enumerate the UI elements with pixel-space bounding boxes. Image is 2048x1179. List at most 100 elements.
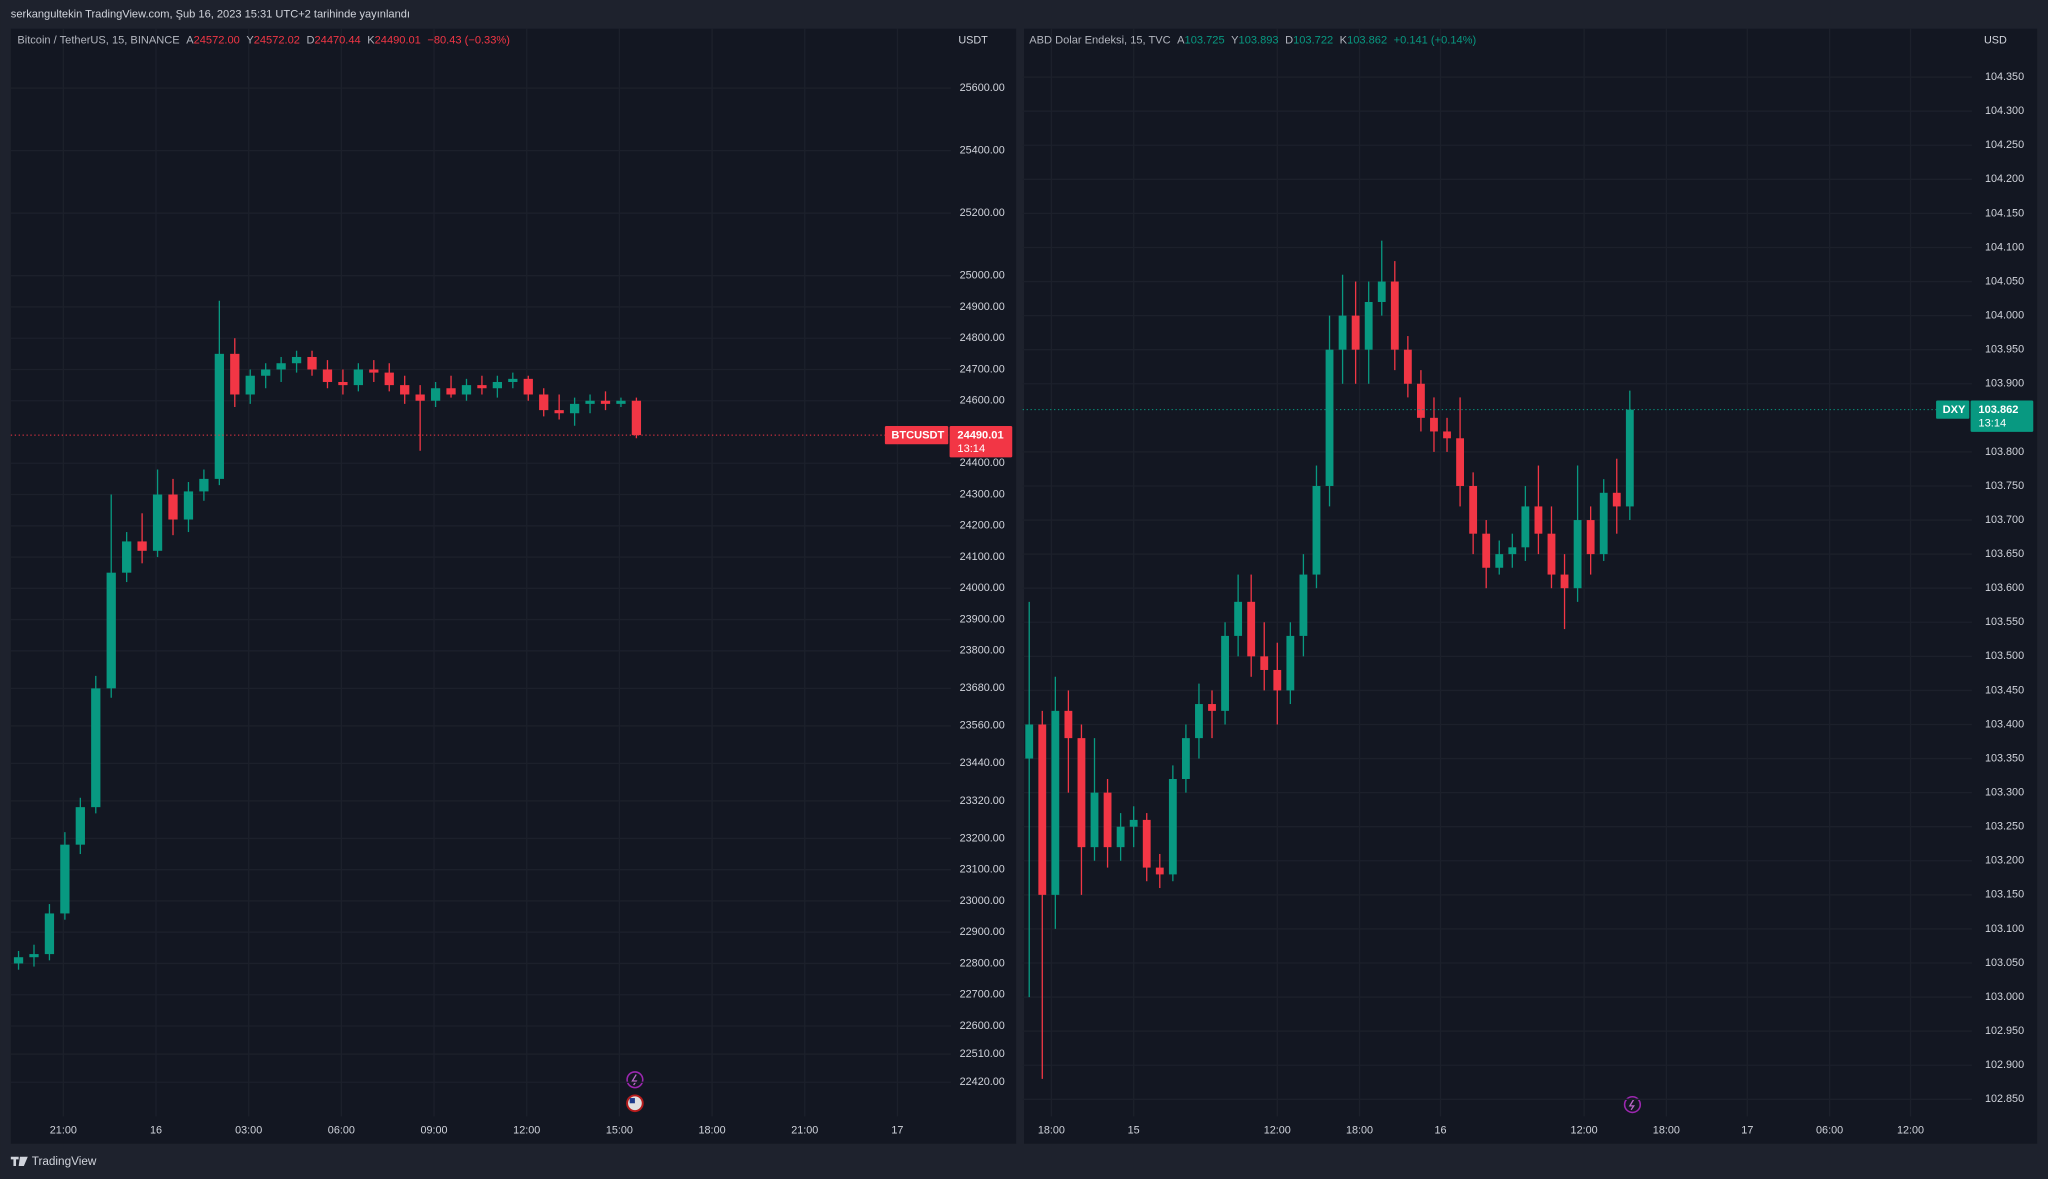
candle-body [13, 957, 24, 964]
y-tick-label: 24000.00 [960, 582, 1005, 594]
y-tick-label: 103.350 [1985, 752, 2024, 764]
candle-body [122, 541, 132, 573]
legend-key: D [306, 34, 314, 46]
x-tick-label: 12:00 [513, 1125, 540, 1137]
x-tick-label: 15:00 [606, 1125, 633, 1137]
y-tick-label: 104.100 [1985, 241, 2024, 253]
candle-body [1025, 724, 1034, 759]
candle-body [91, 688, 101, 808]
candle-body [1351, 315, 1360, 350]
x-tick-label: 12:00 [1571, 1125, 1598, 1137]
candle-body [106, 572, 116, 689]
y-tick-label: 23320.00 [960, 795, 1005, 807]
candle-body [75, 807, 85, 845]
x-tick-label: 06:00 [328, 1125, 355, 1137]
candle-body [1599, 492, 1608, 555]
candle-body [199, 478, 209, 492]
event-icons [626, 1071, 1642, 1114]
candle-body [1103, 792, 1112, 848]
candle-body [60, 844, 70, 914]
x-tick-label: 21:00 [50, 1125, 77, 1137]
y-tick-label: 24800.00 [960, 332, 1005, 344]
x-tick-label: 03:00 [235, 1125, 262, 1137]
candle-body [1612, 492, 1621, 507]
candle-body [1234, 601, 1243, 636]
candle-body [1430, 417, 1438, 432]
y-tick-label: 103.150 [1985, 889, 2024, 901]
y-tick-label: 103.750 [1985, 480, 2024, 492]
x-tick-label: 17 [891, 1125, 903, 1137]
y-tick-label: 24100.00 [960, 551, 1005, 563]
price-label-box [1970, 400, 2034, 432]
y-tick-label: 104.150 [1985, 207, 2024, 219]
y-tick-label: 103.600 [1985, 582, 2024, 594]
candle-body [1469, 485, 1478, 534]
legend-key: K [367, 34, 375, 46]
x-tick-label: 18:00 [1653, 1125, 1680, 1137]
countdown-label: 13:14 [957, 443, 985, 455]
price-label-box [949, 425, 1013, 458]
legend-value: 103.862 [1347, 34, 1387, 46]
legend-key: D [1285, 34, 1293, 46]
candle-body [1390, 281, 1399, 350]
legend-value: 103.722 [1293, 34, 1333, 46]
candle-body [585, 400, 595, 404]
candle-body [1051, 710, 1060, 895]
event-icon [626, 1071, 644, 1089]
candle-body [477, 385, 487, 389]
legend-title: Bitcoin / TetherUS, 15, BINANCE [17, 34, 179, 46]
chart-pane: 25600.00 25400.00 25200.00 25000.00 24900.00… [10, 28, 1013, 1137]
y-tick-label: 24700.00 [960, 363, 1005, 375]
legend: ABD Dolar Endeksi, 15, TVC A103.725 Y103.8… [1029, 34, 1476, 46]
y-tick-label: 103.800 [1985, 446, 2024, 458]
candle-body [353, 369, 363, 386]
candle-body [1560, 574, 1569, 589]
y-tick-label: 24600.00 [960, 395, 1005, 407]
y-tick-label: 104.000 [1985, 309, 2024, 321]
symbol-label: BTCUSDT [891, 430, 944, 442]
candle-body [29, 954, 39, 958]
y-tick-label: 23440.00 [960, 757, 1005, 769]
candle-body [1195, 704, 1203, 739]
event-icon [631, 1074, 638, 1086]
y-tick-label: 23000.00 [960, 895, 1005, 907]
y-tick-label: 102.900 [1985, 1059, 2024, 1071]
y-tick-label: 23560.00 [960, 720, 1005, 732]
price-label: 24490.01 [957, 430, 1003, 442]
y-tick-label: 102.950 [1985, 1025, 2024, 1037]
currency-label: USD [1984, 34, 2007, 46]
x-tick-label: 09:00 [420, 1125, 447, 1137]
event-flag-icon [626, 1094, 644, 1113]
y-tick-label: 103.300 [1985, 786, 2024, 798]
price-label: 103.862 [1978, 404, 2018, 416]
x-tick-label: 15 [1128, 1125, 1140, 1137]
candle-body [1221, 635, 1229, 711]
candle-body [1573, 520, 1582, 589]
currency-label: USDT [958, 34, 988, 46]
candle-body [569, 403, 580, 414]
candle-body [214, 353, 224, 479]
candle-body [446, 388, 456, 395]
candle-body [1417, 383, 1425, 418]
y-tick-label: 103.650 [1985, 548, 2024, 560]
candle-body [1586, 520, 1595, 555]
candle-body [322, 369, 333, 382]
legend-key: K [1340, 34, 1348, 46]
candle-body [461, 385, 472, 395]
candle-body [1064, 710, 1073, 739]
candle-body [1038, 724, 1047, 895]
y-tick-label: 103.200 [1985, 855, 2024, 867]
chart-pane: 104.350 104.300 104.250 104.200 104.150 104.1… [1022, 28, 2034, 1137]
y-tick-label: 25400.00 [960, 145, 1005, 157]
legend-value: 103.893 [1239, 34, 1279, 46]
candle-body [1208, 704, 1216, 711]
x-tick-label: 12:00 [1264, 1125, 1291, 1137]
candle-body [291, 356, 302, 364]
y-tick-label: 25200.00 [960, 207, 1005, 219]
event-icon [1628, 1099, 1635, 1111]
legend-value: 24490.01 [375, 34, 421, 46]
candle-body [1299, 574, 1308, 636]
x-tick-label: 18:00 [1038, 1125, 1065, 1137]
candle-body [1260, 656, 1269, 670]
y-tick-label: 103.100 [1985, 923, 2024, 935]
